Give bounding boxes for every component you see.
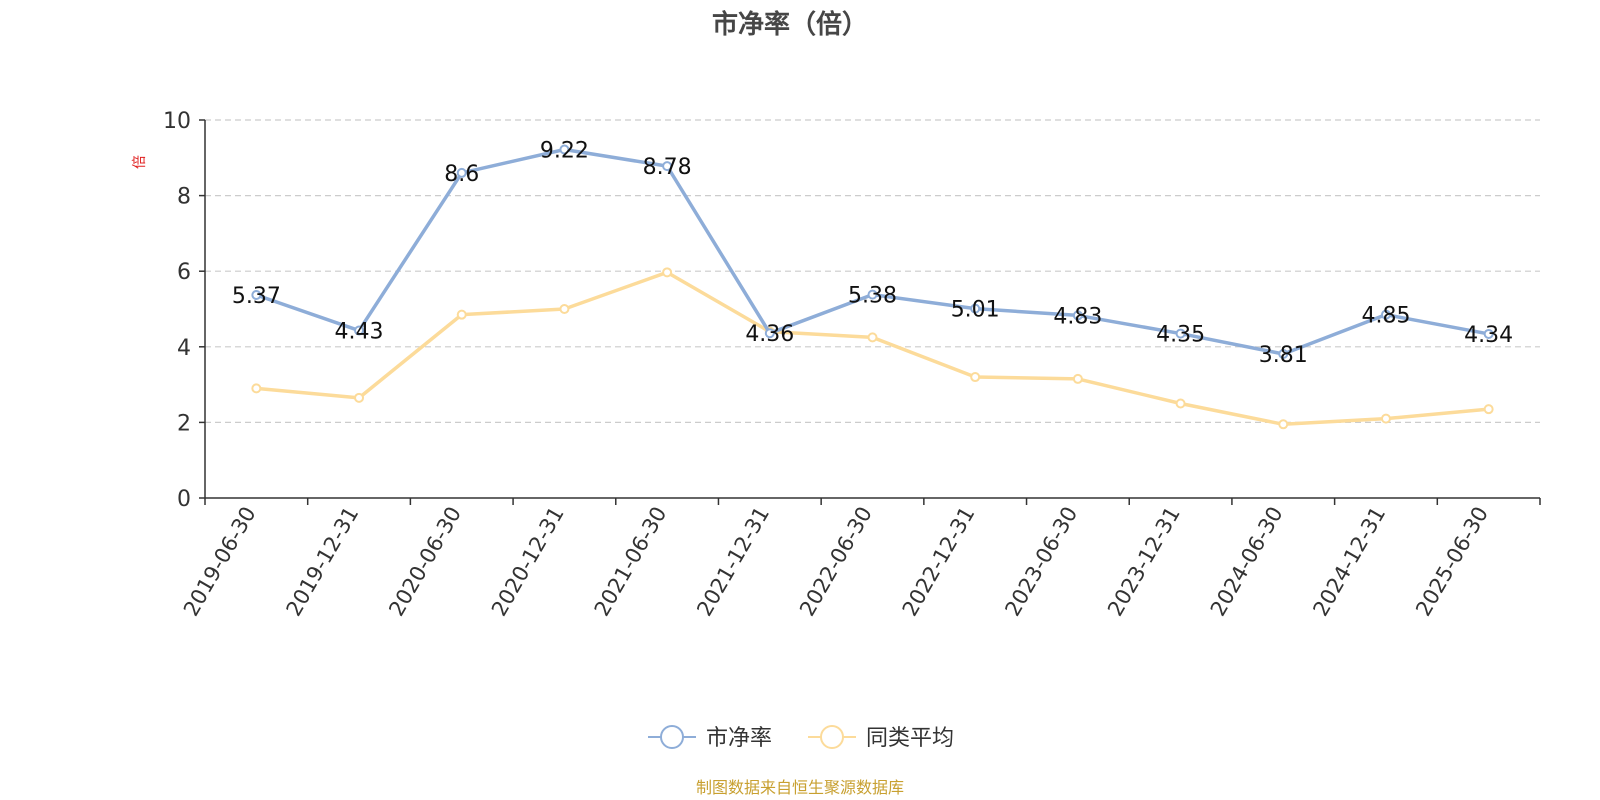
- data-point: [662, 161, 673, 172]
- y-tick-label: 10: [163, 109, 191, 134]
- data-label: 4.83: [1053, 304, 1102, 329]
- data-point: [456, 167, 467, 178]
- y-tick-label: 4: [177, 336, 191, 361]
- x-tick-label: 2023-06-30: [1000, 503, 1082, 621]
- data-point: [251, 290, 262, 301]
- source-footer: 制图数据来自恒生聚源数据库: [696, 778, 904, 797]
- x-tick-label: 2024-06-30: [1206, 503, 1288, 621]
- data-label: 4.34: [1464, 323, 1513, 348]
- chart-title: 市净率（倍）: [712, 9, 868, 40]
- data-label: 5.37: [232, 284, 281, 309]
- x-tick-label: 2019-06-30: [179, 503, 261, 621]
- y-tick-label: 6: [177, 260, 191, 285]
- legend-label: 同类平均: [866, 726, 954, 751]
- x-tick-label: 2022-06-30: [795, 503, 877, 621]
- x-tick-label: 2022-12-31: [898, 503, 980, 621]
- x-tick-label: 2021-12-31: [692, 503, 774, 621]
- data-label: 8.6: [444, 162, 479, 187]
- data-point: [1483, 328, 1494, 339]
- data-point: [1175, 398, 1186, 409]
- legend: 市净率 同类平均: [648, 725, 954, 751]
- x-tick-label: 2019-12-31: [282, 503, 364, 621]
- data-point: [456, 309, 467, 320]
- data-point: [970, 372, 981, 383]
- data-point: [559, 144, 570, 155]
- data-point: [1175, 328, 1186, 339]
- x-tick-label: 2023-12-31: [1103, 503, 1185, 621]
- data-label: 5.38: [848, 284, 897, 309]
- x-tick-label: 2021-06-30: [590, 503, 672, 621]
- data-point: [1483, 404, 1494, 415]
- data-label: 3.81: [1259, 343, 1308, 368]
- x-tick-label: 2020-12-31: [487, 503, 569, 621]
- data-point: [867, 289, 878, 300]
- series-layer: 5.37 4.43 8.6 9.22 8.78 4.36 5.38 5.01 4.83 4.35 3…: [232, 138, 1513, 430]
- data-point: [662, 267, 673, 278]
- data-point: [1278, 348, 1289, 359]
- legend-label: 市净率: [706, 726, 772, 751]
- data-label: 4.36: [745, 322, 794, 347]
- grid-lines: [205, 119, 1540, 423]
- series-line: [255, 147, 1489, 356]
- data-label: 8.78: [643, 155, 692, 180]
- data-label: 4.43: [335, 320, 384, 345]
- y-axis-label: 倍: [132, 155, 148, 169]
- y-tick-label: 8: [177, 185, 191, 210]
- legend-marker: [660, 725, 684, 749]
- data-point: [1072, 373, 1083, 384]
- data-point: [559, 304, 570, 314]
- legend-marker: [820, 725, 844, 749]
- x-tick-label: 2025-06-30: [1411, 503, 1493, 621]
- y-tick-label: 0: [177, 487, 191, 512]
- data-point: [1278, 419, 1289, 430]
- data-point: [354, 392, 365, 403]
- data-point: [251, 383, 262, 394]
- axes: 0 2 4 6 8 10 2019-06-30 2019-12-31 2020-06-30 202…: [163, 109, 1541, 621]
- data-point: [354, 325, 365, 336]
- data-point: [867, 332, 878, 343]
- data-label: 4.85: [1361, 304, 1410, 329]
- x-tick-label: 2024-12-31: [1308, 503, 1390, 621]
- data-label: 4.35: [1156, 323, 1205, 348]
- y-tick-label: 2: [177, 411, 191, 436]
- data-label: 9.22: [540, 138, 589, 163]
- x-tick-label: 2020-06-30: [384, 503, 466, 621]
- data-point: [764, 328, 775, 339]
- data-point: [1072, 310, 1083, 321]
- data-label: 5.01: [951, 298, 1000, 323]
- data-point: [970, 303, 981, 314]
- data-point: [1380, 413, 1391, 424]
- data-point: [1380, 309, 1391, 320]
